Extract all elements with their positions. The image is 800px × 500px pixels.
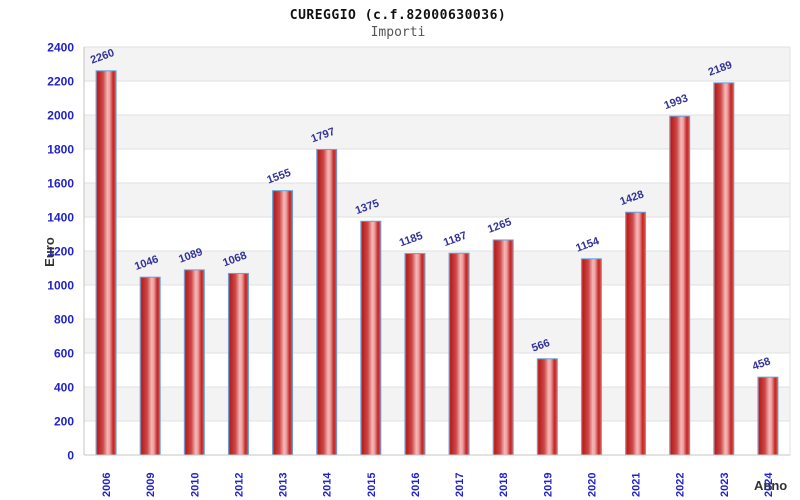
x-axis-tick-label: 2015 xyxy=(366,473,378,497)
bar-2014 xyxy=(316,149,338,456)
x-axis-tick-label: 2012 xyxy=(233,473,245,497)
bar-series xyxy=(95,70,779,456)
x-axis-tick-label: 2016 xyxy=(410,473,422,497)
chart-title: CUREGGIO (c.f.82000630036) xyxy=(290,8,507,23)
bar-2022 xyxy=(669,115,691,456)
y-axis-tick-label: 400 xyxy=(54,381,74,395)
x-axis-tick-label: 2021 xyxy=(631,473,643,497)
x-axis-tick-label: 2018 xyxy=(498,473,510,497)
axis-lines xyxy=(83,47,791,456)
x-axis-tick-label: 2024 xyxy=(763,472,775,497)
chart-subtitle: Importi xyxy=(371,25,426,40)
y-axis-tick-label: 1200 xyxy=(47,245,74,259)
y-axis-tick-label: 1400 xyxy=(47,211,74,225)
y-axis-tick-label: 600 xyxy=(54,347,74,361)
y-axis-tick-labels: 0 200 400 600 800 1000 1200 1400 1600 1800 2000 220… xyxy=(47,41,74,463)
plot-band xyxy=(84,81,790,115)
y-axis-title: Euro xyxy=(42,237,57,267)
x-axis-tick-label: 2017 xyxy=(454,473,466,497)
bar-value-label: 566 xyxy=(530,337,551,355)
y-axis-tick-label: 1800 xyxy=(47,143,74,157)
bar-2018 xyxy=(492,239,514,456)
bar-value-label: 458 xyxy=(751,355,772,373)
bar-2015 xyxy=(360,220,382,456)
x-axis-tick-label: 2014 xyxy=(322,472,334,497)
bar-2010 xyxy=(183,269,205,456)
bar-2009 xyxy=(139,276,161,456)
bar-2021 xyxy=(625,211,647,456)
plot-band xyxy=(84,47,790,81)
x-axis-tick-label: 2023 xyxy=(719,473,731,497)
y-axis-tick-label: 2200 xyxy=(47,75,74,89)
y-axis-tick-label: 2000 xyxy=(47,109,74,123)
x-axis-tick-label: 2022 xyxy=(675,473,687,497)
bar-2006 xyxy=(95,70,117,456)
bar-2024 xyxy=(757,376,779,456)
y-axis-tick-label: 0 xyxy=(67,449,74,463)
x-axis-tick-label: 2013 xyxy=(278,473,290,497)
y-axis-tick-label: 200 xyxy=(54,415,74,429)
x-axis-tick-label: 2009 xyxy=(145,473,157,497)
x-axis-tick-label: 2010 xyxy=(189,473,201,497)
bar-2012 xyxy=(227,272,249,456)
y-axis-tick-label: 1000 xyxy=(47,279,74,293)
bar-2017 xyxy=(448,252,470,456)
x-axis-tick-labels: 2006 2009 2010 2012 2013 2014 2015 2016 2017 2018… xyxy=(101,472,775,497)
y-axis-tick-label: 800 xyxy=(54,313,74,327)
x-axis-title: Anno xyxy=(754,478,787,493)
bar-2019 xyxy=(536,358,558,456)
bar-2023 xyxy=(713,82,735,456)
bar-2013 xyxy=(272,190,294,456)
y-axis-tick-label: 2400 xyxy=(47,41,74,55)
bar-2020 xyxy=(580,258,602,456)
x-axis-tick-label: 2006 xyxy=(101,473,113,497)
bar-2016 xyxy=(404,253,426,456)
y-axis-tick-label: 1600 xyxy=(47,177,74,191)
x-axis-tick-label: 2020 xyxy=(586,473,598,497)
x-axis-tick-label: 2019 xyxy=(542,473,554,497)
